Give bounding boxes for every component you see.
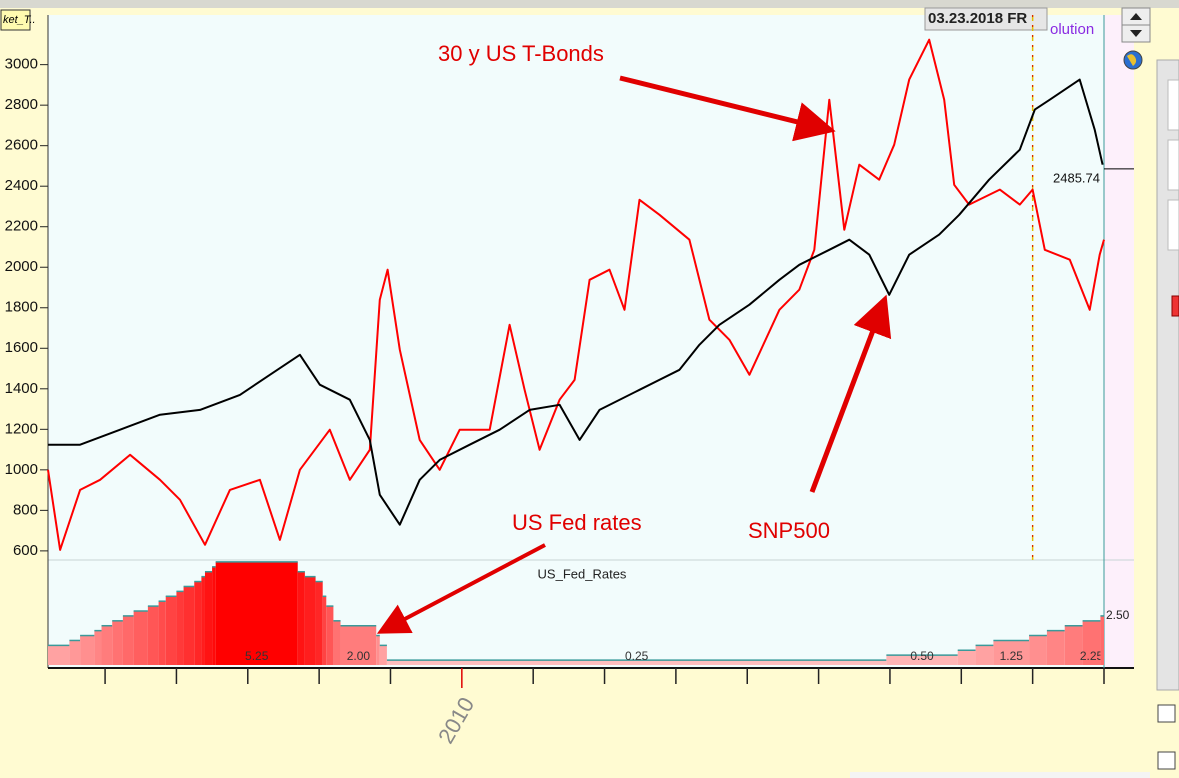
fed-current-label: 2.50 bbox=[1106, 608, 1130, 622]
checkbox[interactable] bbox=[1157, 704, 1176, 723]
fed-step bbox=[333, 620, 341, 665]
fed-step bbox=[322, 596, 327, 665]
y-tick-label: 2200 bbox=[5, 218, 38, 235]
y-tick-label: 1200 bbox=[5, 420, 38, 437]
header-label: ket_T.. bbox=[3, 14, 36, 26]
fed-value-label: 1.25 bbox=[1000, 649, 1024, 663]
source-label: olution bbox=[1050, 21, 1094, 38]
plot-layer: 600 800 1000 1200 1400 1600 1800 2000 2200 2400 26… bbox=[5, 15, 1134, 748]
fed-step bbox=[386, 660, 887, 665]
fed-step bbox=[69, 640, 81, 665]
fed-step bbox=[80, 635, 95, 665]
fed-step bbox=[993, 640, 1030, 665]
side-button[interactable] bbox=[1167, 79, 1179, 131]
arrow bbox=[809, 294, 892, 493]
series-line bbox=[48, 78, 1104, 526]
side-button[interactable] bbox=[1167, 139, 1179, 191]
y-tick-label: 1800 bbox=[5, 299, 38, 316]
scroll-up-icon bbox=[1130, 13, 1142, 20]
fed-step bbox=[201, 576, 205, 665]
fed-value-label: 0.25 bbox=[625, 649, 649, 663]
fed-step bbox=[326, 606, 334, 665]
fed-step bbox=[94, 630, 102, 665]
side-swatch[interactable] bbox=[1171, 295, 1179, 317]
checkbox[interactable] bbox=[1157, 751, 1176, 770]
y-tick-label: 1000 bbox=[5, 461, 38, 478]
price-label: 2485.74 bbox=[1053, 170, 1100, 185]
fed-step bbox=[183, 586, 195, 665]
fed-value-label: 2.00 bbox=[347, 649, 371, 663]
fed-step bbox=[957, 650, 976, 665]
cursor-date: 03.23.2018 FR bbox=[928, 10, 1027, 27]
fed-step bbox=[1100, 615, 1104, 665]
fed-step bbox=[379, 645, 387, 665]
fed-step bbox=[165, 596, 177, 665]
fed-step bbox=[176, 591, 184, 665]
fed-step bbox=[304, 576, 316, 665]
y-tick-label: 2800 bbox=[5, 96, 38, 113]
fed-step bbox=[1064, 625, 1083, 665]
side-button[interactable] bbox=[1167, 199, 1179, 251]
fed-step bbox=[158, 601, 166, 665]
fed-step bbox=[215, 561, 298, 665]
fed-step bbox=[204, 571, 213, 665]
price-pane bbox=[48, 15, 1104, 560]
fed-step bbox=[1082, 620, 1101, 665]
arrow bbox=[619, 75, 836, 142]
fed-step bbox=[147, 606, 159, 665]
status-strip bbox=[850, 772, 1150, 778]
y-tick-label: 2400 bbox=[5, 177, 38, 194]
y-tick-label: 3000 bbox=[5, 56, 38, 73]
series-line bbox=[47, 38, 1105, 551]
cursor-date-box bbox=[924, 7, 1048, 31]
top-toolbar bbox=[0, 0, 1179, 8]
fed-step bbox=[1046, 630, 1065, 665]
fed-step bbox=[101, 625, 113, 665]
fed-step bbox=[1029, 635, 1047, 665]
fed-step bbox=[340, 625, 377, 665]
annotation: 30 y US T-Bonds bbox=[438, 41, 604, 66]
x-tick-label: 2010 bbox=[433, 693, 479, 748]
fed-step bbox=[48, 645, 70, 665]
y-tick-label: 2000 bbox=[5, 258, 38, 275]
future-strip bbox=[1104, 15, 1134, 668]
fed-step bbox=[194, 581, 202, 665]
scroll-down-icon bbox=[1130, 30, 1142, 37]
fed-value-label: 5.25 bbox=[245, 649, 269, 663]
fed-step bbox=[122, 615, 134, 665]
y-tick-label: 800 bbox=[13, 501, 38, 518]
fed-value-label: 0.50 bbox=[910, 649, 934, 663]
annotation: US Fed rates bbox=[512, 510, 642, 535]
fed-step bbox=[212, 566, 216, 665]
y-tick-label: 1600 bbox=[5, 339, 38, 356]
y-tick-label: 600 bbox=[13, 542, 38, 559]
header-label-box bbox=[0, 9, 31, 31]
y-tick-label: 1400 bbox=[5, 380, 38, 397]
y-tick-label: 2600 bbox=[5, 137, 38, 154]
fed-value-label: 2.25 bbox=[1080, 649, 1104, 663]
fed-step bbox=[133, 611, 148, 665]
fed-step bbox=[315, 581, 323, 665]
fed-step bbox=[376, 635, 380, 665]
annotation: SNP500 bbox=[748, 518, 830, 543]
globe-land bbox=[1127, 54, 1137, 66]
arrow bbox=[376, 543, 546, 634]
fed-step bbox=[975, 645, 994, 665]
fed-title: US_Fed_Rates bbox=[538, 566, 627, 581]
fed-step bbox=[886, 655, 958, 665]
fed-step bbox=[297, 571, 305, 665]
fed-step bbox=[112, 620, 123, 665]
